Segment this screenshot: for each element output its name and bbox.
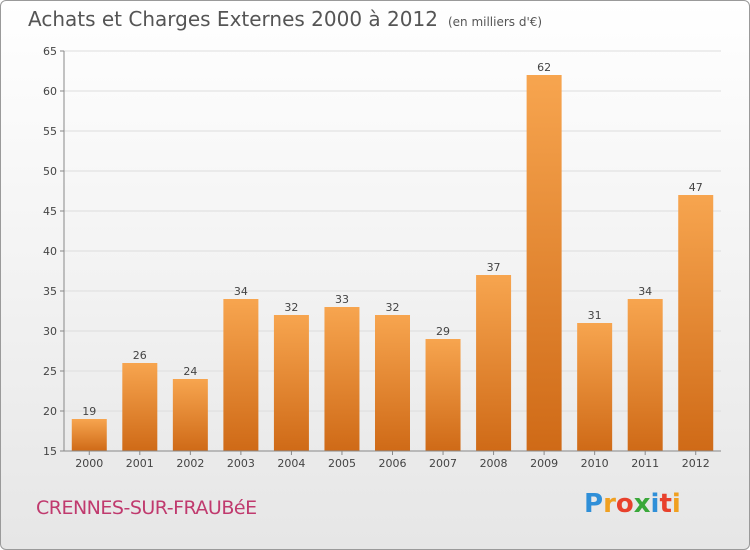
logo-letter: r xyxy=(603,489,616,519)
x-tick-label: 2009 xyxy=(530,457,558,470)
y-tick-label: 50 xyxy=(43,165,57,178)
bar-2001 xyxy=(122,363,158,451)
y-tick-label: 65 xyxy=(43,45,57,58)
bar-2003 xyxy=(223,299,259,451)
y-tick-label: 15 xyxy=(43,445,57,458)
logo-letter: P xyxy=(584,489,604,519)
y-axis: 15 20 25 30 35 40 45 50 55 60 65 xyxy=(43,45,65,458)
x-axis: 2000 2001 2002 2003 2004 2005 2006 2007 2008 2009… xyxy=(64,450,721,470)
bar-value-label: 29 xyxy=(436,325,450,338)
y-tick-label: 55 xyxy=(43,125,57,138)
bar-value-label: 62 xyxy=(537,61,551,74)
x-tick-label: 2000 xyxy=(75,457,103,470)
bar-2006 xyxy=(375,315,410,451)
bars: 19 26 24 34 32 33 32 29 37 62 31 34 47 xyxy=(71,61,714,451)
bar-2002 xyxy=(172,379,208,451)
bar-2009 xyxy=(526,75,562,451)
x-tick-label: 2006 xyxy=(379,457,407,470)
bar-value-label: 34 xyxy=(234,285,248,298)
x-tick-label: 2003 xyxy=(227,457,255,470)
commune-name: CRENNES-SUR-FRAUBéE xyxy=(36,497,257,519)
y-tick-label: 40 xyxy=(43,245,57,258)
x-tick-label: 2001 xyxy=(126,457,154,470)
y-tick-label: 20 xyxy=(43,405,57,418)
bar-value-label: 31 xyxy=(588,309,602,322)
bar-value-label: 33 xyxy=(335,293,349,306)
bar-value-label: 26 xyxy=(133,349,147,362)
bar-2000 xyxy=(71,419,107,451)
bar-value-label: 34 xyxy=(638,285,652,298)
x-tick-label: 2007 xyxy=(429,457,457,470)
bar-value-label: 37 xyxy=(487,261,501,274)
logo-letter: t xyxy=(659,489,672,519)
x-tick-label: 2008 xyxy=(480,457,508,470)
y-tick-label: 30 xyxy=(43,325,57,338)
bar-2004 xyxy=(273,315,309,451)
bar-2012 xyxy=(678,195,714,451)
y-tick-label: 25 xyxy=(43,365,57,378)
logo-letter: o xyxy=(615,489,634,519)
x-tick-label: 2005 xyxy=(328,457,356,470)
y-tick-label: 35 xyxy=(43,285,57,298)
y-tick-label: 60 xyxy=(43,85,57,98)
chart-title: Achats et Charges Externes 2000 à 2012 (e… xyxy=(28,7,542,31)
bar-value-label: 47 xyxy=(689,181,703,194)
bar-value-label: 32 xyxy=(284,301,298,314)
x-tick-label: 2004 xyxy=(277,457,305,470)
bar-2011 xyxy=(627,299,663,451)
title-unit: (en milliers d'€) xyxy=(447,15,543,29)
bar-2007 xyxy=(425,339,461,451)
logo-letter: x xyxy=(633,489,651,519)
bar-value-label: 19 xyxy=(82,405,96,418)
logo-letter: i xyxy=(671,489,681,519)
bar-2010 xyxy=(577,323,613,451)
logo-letter: i xyxy=(650,489,660,519)
x-tick-label: 2010 xyxy=(581,457,609,470)
bar-2008 xyxy=(476,275,512,451)
title-text: Achats et Charges Externes 2000 à 2012 xyxy=(28,7,438,31)
bar-value-label: 24 xyxy=(183,365,197,378)
bar-2005 xyxy=(324,307,360,451)
y-tick-label: 45 xyxy=(43,205,57,218)
bar-value-label: 32 xyxy=(386,301,400,314)
proxiti-logo: Proxiti xyxy=(584,489,681,519)
x-tick-label: 2011 xyxy=(631,457,659,470)
x-tick-label: 2012 xyxy=(682,457,710,470)
x-tick-label: 2002 xyxy=(176,457,204,470)
